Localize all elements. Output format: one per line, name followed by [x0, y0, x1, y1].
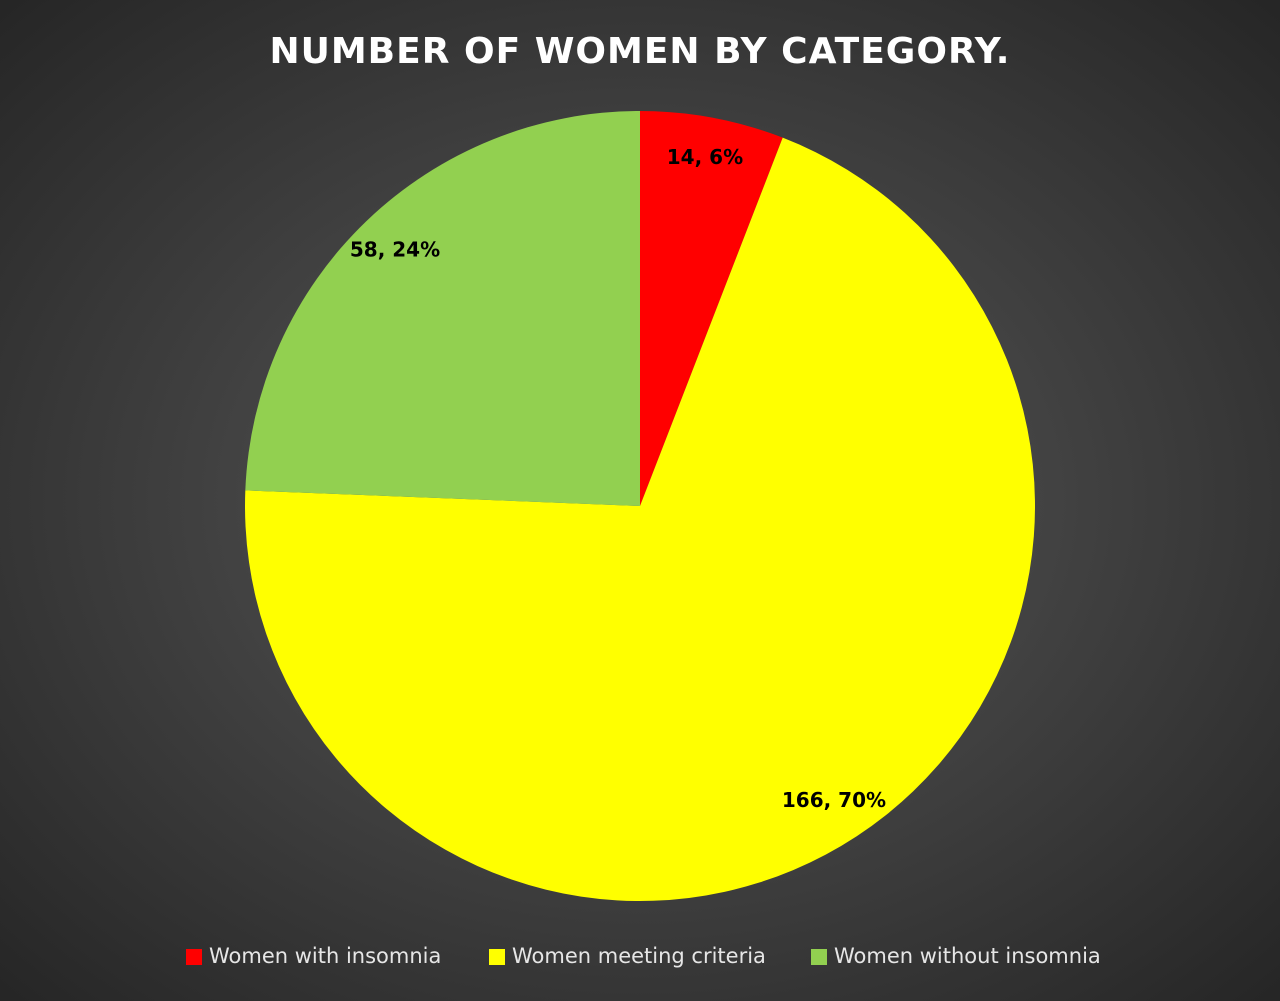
pie-slice	[245, 111, 640, 506]
data-label: 166, 70%	[782, 788, 886, 812]
chart-title: NUMBER OF WOMEN BY CATEGORY.	[270, 31, 1011, 72]
data-label: 58, 24%	[350, 238, 440, 262]
data-label: 14, 6%	[667, 145, 743, 169]
legend-swatch	[489, 949, 505, 965]
legend-label: Women without insomnia	[834, 944, 1101, 968]
legend-swatch	[811, 949, 827, 965]
pie-slice	[640, 111, 783, 506]
legend-label: Women meeting criteria	[512, 944, 766, 968]
legend-swatch	[186, 949, 202, 965]
pie-slice	[245, 137, 1036, 901]
legend-label: Women with insomnia	[209, 944, 441, 968]
